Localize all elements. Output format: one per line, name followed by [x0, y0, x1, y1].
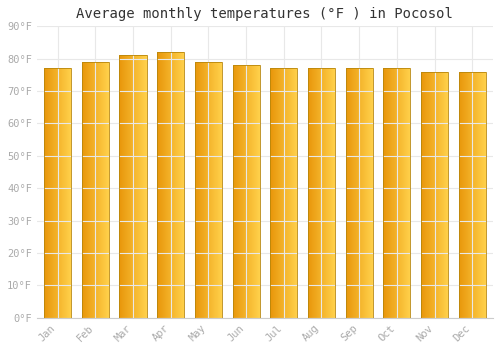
Bar	[270, 68, 297, 318]
Bar	[421, 72, 448, 318]
Bar	[120, 55, 146, 318]
Bar	[308, 68, 335, 318]
Bar	[232, 65, 260, 318]
Bar	[384, 68, 410, 318]
Title: Average monthly temperatures (°F ) in Pocosol: Average monthly temperatures (°F ) in Po…	[76, 7, 454, 21]
Bar	[157, 52, 184, 318]
Bar	[195, 62, 222, 318]
Bar	[82, 62, 109, 318]
Bar	[458, 72, 486, 318]
Bar	[346, 68, 373, 318]
Bar	[44, 68, 71, 318]
